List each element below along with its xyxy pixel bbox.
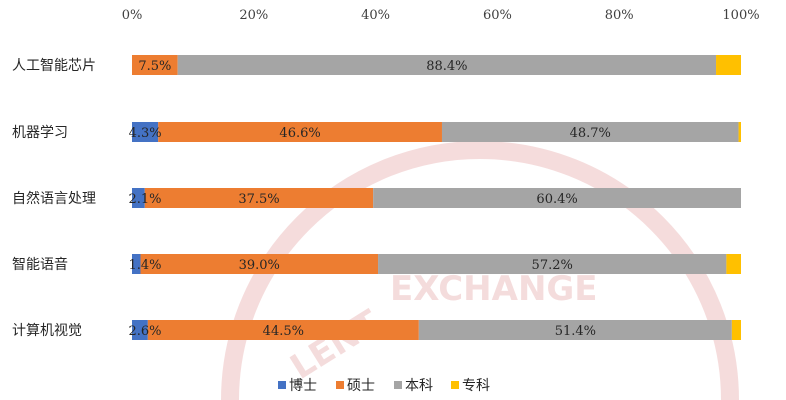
legend: 博士 硕士 本科 专科: [278, 377, 490, 394]
bar-segment: [132, 320, 148, 340]
data-label: 88.4%: [426, 59, 467, 74]
x-tick-label: 20%: [239, 8, 268, 23]
x-tick-label: 0%: [122, 8, 143, 23]
legend-label: 博士: [289, 377, 317, 394]
legend-swatch: [394, 381, 402, 389]
bar-segment: [158, 122, 442, 142]
x-axis: 0% 20% 40% 60% 80% 100%: [122, 8, 760, 23]
bar-segment: [726, 254, 741, 274]
data-label: 7.5%: [138, 59, 171, 74]
data-label: 2.6%: [128, 324, 161, 339]
bars-group: [132, 55, 741, 340]
bar-segment: [418, 320, 732, 340]
bar-segment: [177, 55, 717, 75]
bar-segment: [738, 122, 741, 142]
legend-label: 专科: [462, 378, 490, 394]
data-label: 46.6%: [279, 126, 320, 141]
category-label: 计算机视觉: [12, 323, 82, 339]
data-label: 39.0%: [239, 258, 280, 273]
bar-segment: [378, 254, 727, 274]
legend-swatch: [278, 381, 286, 389]
data-label: 48.7%: [570, 126, 611, 141]
bar-segment: [132, 122, 159, 142]
legend-swatch: [336, 381, 344, 389]
category-label: 智能语音: [12, 256, 68, 273]
data-label: 51.4%: [555, 324, 596, 339]
bar-segment: [373, 188, 741, 208]
bar-segment: [441, 122, 739, 142]
legend-label: 硕士: [347, 378, 375, 394]
bar-segment: [716, 55, 741, 75]
x-tick-label: 60%: [483, 8, 512, 23]
legend-label: 本科: [405, 378, 433, 394]
category-label: 人工智能芯片: [12, 58, 96, 74]
svg-text:EXCHANGE: EXCHANGE: [390, 269, 598, 309]
x-tick-label: 80%: [605, 8, 634, 23]
data-label: 60.4%: [536, 192, 577, 207]
bar-segment: [132, 55, 178, 75]
x-tick-label: 40%: [361, 8, 390, 23]
bar-segment: [147, 320, 419, 340]
data-label: 2.1%: [128, 192, 161, 207]
data-label: 44.5%: [263, 324, 304, 339]
category-label: 自然语言处理: [12, 190, 96, 207]
bar-segment: [731, 320, 741, 340]
bar-segment: [132, 254, 141, 274]
legend-swatch: [451, 381, 459, 389]
data-labels-group: 7.5% 88.4% 4.3% 46.6% 48.7% 2.1% 37.5% 60.4% 1.4…: [128, 59, 610, 339]
data-label: 57.2%: [532, 258, 573, 273]
bar-segment: [144, 188, 374, 208]
bar-segment: [132, 188, 145, 208]
category-label: 机器学习: [12, 125, 68, 141]
watermark-seal: LENT EXCHANGE: [221, 141, 739, 400]
x-tick-label: 100%: [722, 8, 759, 23]
bar-segment: [140, 254, 379, 274]
data-label: 1.4%: [128, 258, 161, 273]
data-label: 37.5%: [238, 192, 279, 207]
svg-text:LENT: LENT: [284, 302, 388, 388]
data-label: 4.3%: [129, 126, 162, 141]
